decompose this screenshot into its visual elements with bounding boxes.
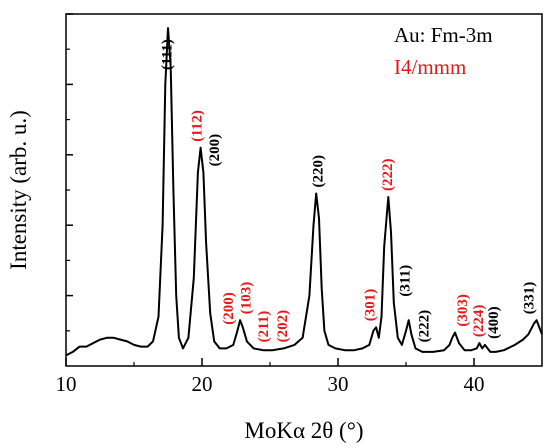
series-layer bbox=[65, 27, 543, 357]
peak-label: (202) bbox=[275, 310, 291, 343]
peak-labels: (111)(112)(200)(200) (103)(211) (202)(220)… bbox=[160, 39, 538, 342]
peak-label: (303) bbox=[455, 294, 471, 327]
peak-label: (111) bbox=[160, 39, 176, 70]
x-axis-title: MoKα 2θ (°) bbox=[244, 418, 363, 443]
x-tick-label: 30 bbox=[328, 372, 349, 396]
peak-label: (211) bbox=[256, 311, 272, 343]
y-axis-title: Intensity (arb. u.) bbox=[6, 110, 31, 270]
axis-ticks: 10 20 30 40 bbox=[56, 13, 485, 396]
peak-label: (220) bbox=[311, 155, 327, 188]
peak-label: (301) bbox=[362, 289, 378, 322]
legend-au: Au: Fm-3m bbox=[394, 23, 493, 47]
peak-label: (400) bbox=[486, 306, 502, 339]
peak-label: (222) bbox=[417, 310, 433, 343]
x-tick-label: 10 bbox=[56, 372, 77, 396]
peak-label: (200) bbox=[221, 292, 237, 325]
peak-label: (112) bbox=[190, 110, 206, 142]
peak-label: (311) bbox=[398, 265, 414, 297]
legend-i4mmm: I4/mmm bbox=[394, 55, 466, 79]
peak-label: (224) bbox=[471, 305, 487, 338]
peak-label: (222) bbox=[380, 159, 396, 192]
x-tick-label: 20 bbox=[192, 372, 213, 396]
peak-label: (103) bbox=[239, 282, 255, 315]
series-line bbox=[65, 27, 543, 357]
peak-label: (200) bbox=[207, 134, 223, 167]
peak-label: (331) bbox=[521, 282, 537, 315]
x-tick-label: 40 bbox=[464, 372, 485, 396]
